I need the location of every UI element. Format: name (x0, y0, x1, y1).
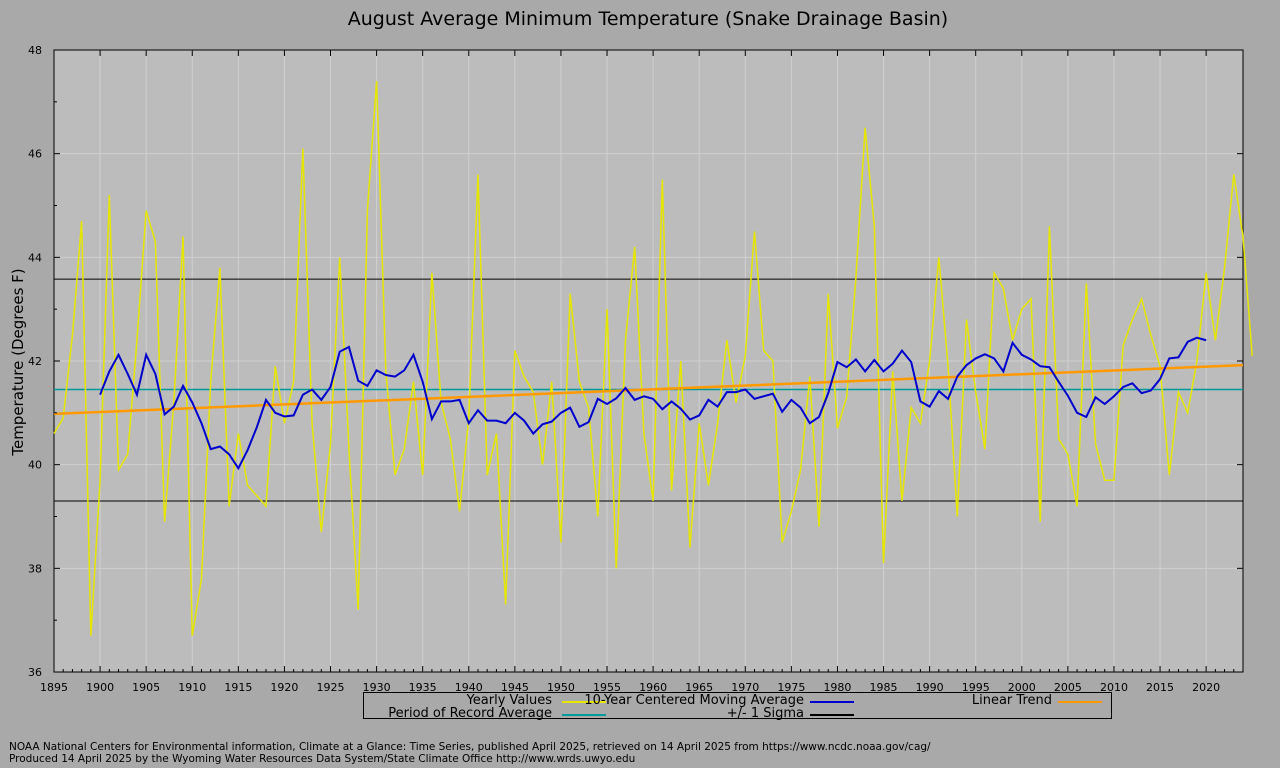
x-tick-label: 2015 (1146, 681, 1174, 694)
legend-label-period-average: Period of Record Average (388, 706, 552, 721)
x-tick-label: 1925 (317, 681, 345, 694)
y-tick-label: 36 (28, 666, 42, 679)
x-tick-label: 1930 (363, 681, 391, 694)
legend-swatch-sigma (810, 714, 854, 716)
x-tick-label: 1960 (639, 681, 667, 694)
legend: Yearly Values 10-Year Centered Moving Av… (363, 692, 1112, 721)
x-tick-label: 1975 (777, 681, 805, 694)
y-tick-label: 44 (28, 251, 42, 264)
x-tick-label: 1945 (501, 681, 529, 694)
x-tick-label: 1980 (823, 681, 851, 694)
x-tick-label: 1915 (224, 681, 252, 694)
x-tick-label: 1935 (409, 681, 437, 694)
x-tick-label: 1970 (731, 681, 759, 694)
moving-average-line (99, 336, 1207, 471)
axes: 1895 1900 1905 1910 1915 1920 1925 1930 1935 1940… (28, 44, 1244, 694)
x-tick-label: 2000 (1008, 681, 1036, 694)
x-tick-label: 1985 (870, 681, 898, 694)
x-tick-label: 1955 (593, 681, 621, 694)
x-tick-label: 1910 (178, 681, 206, 694)
x-tick-label: 1950 (547, 681, 575, 694)
y-tick-label: 48 (28, 44, 42, 57)
x-tick-label: 1895 (40, 681, 68, 694)
legend-label-sigma: +/- 1 Sigma (726, 706, 804, 721)
series (53, 81, 1253, 636)
y-tick-label: 40 (28, 459, 42, 472)
y-tick-label: 42 (28, 355, 42, 368)
x-tick-label: 1995 (962, 681, 990, 694)
legend-swatch-yearly-values (562, 701, 606, 703)
legend-swatch-period-average (562, 714, 606, 716)
y-tick-label: 38 (28, 562, 42, 575)
chart-title: August Average Minimum Temperature (Snak… (347, 8, 949, 30)
x-tick-label: 1965 (685, 681, 713, 694)
legend-label-moving-average: 10-Year Centered Moving Average (584, 693, 804, 708)
footer-credit: Produced 14 April 2025 by the Wyoming Wa… (9, 753, 636, 765)
y-tick-label: 46 (28, 148, 42, 161)
x-tick-label: 2005 (1054, 681, 1082, 694)
yearly-values-line (53, 81, 1253, 636)
x-tick-label: 2020 (1192, 681, 1220, 694)
legend-swatch-linear-trend (1058, 701, 1102, 703)
legend-swatch-moving-average (810, 701, 854, 703)
x-tick-label: 1905 (132, 681, 160, 694)
x-tick-label: 1940 (455, 681, 483, 694)
legend-label-linear-trend: Linear Trend (971, 693, 1052, 708)
x-tick-label: 1990 (916, 681, 944, 694)
linear-trend-line (53, 363, 1244, 416)
footer-source: NOAA National Centers for Environmental … (9, 741, 931, 753)
x-tick-label: 2010 (1100, 681, 1128, 694)
legend-label-yearly-values: Yearly Values (466, 693, 552, 708)
x-tick-label: 1900 (86, 681, 114, 694)
x-tick-label: 1920 (270, 681, 298, 694)
